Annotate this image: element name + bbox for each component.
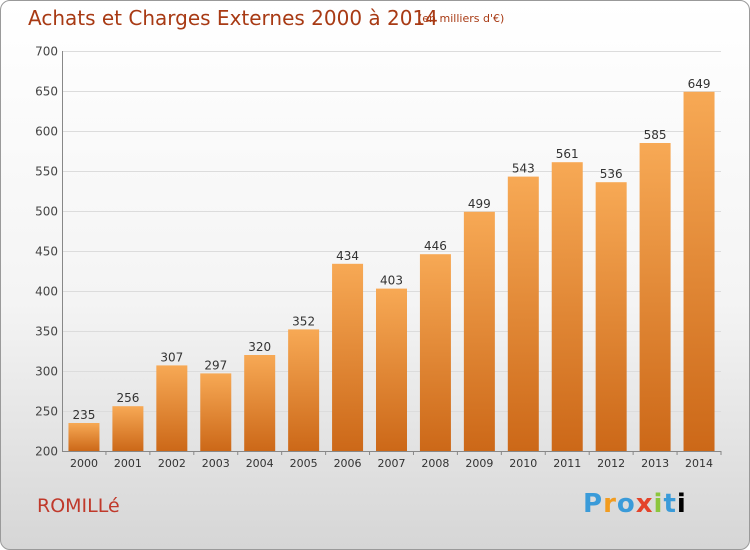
y-tick-label: 200 bbox=[35, 445, 58, 459]
bar-value-label: 352 bbox=[292, 314, 315, 328]
bar bbox=[507, 176, 539, 451]
proxiti-logo[interactable]: Proxiti bbox=[583, 489, 687, 519]
x-tick-label: 2014 bbox=[685, 457, 713, 470]
city-name: ROMILLé bbox=[37, 495, 120, 517]
x-tick-label: 2013 bbox=[641, 457, 669, 470]
bar-value-label: 561 bbox=[556, 147, 579, 161]
bar-value-label: 543 bbox=[512, 162, 535, 176]
bar bbox=[244, 355, 276, 451]
x-tick-label: 2002 bbox=[158, 457, 186, 470]
bar-value-label: 320 bbox=[248, 340, 271, 354]
bar bbox=[156, 365, 188, 451]
x-tick-label: 2000 bbox=[70, 457, 98, 470]
bar-value-label: 649 bbox=[688, 77, 711, 91]
x-tick-label: 2012 bbox=[597, 457, 625, 470]
x-tick-label: 2005 bbox=[290, 457, 318, 470]
bar-value-label: 403 bbox=[380, 274, 403, 288]
bar bbox=[419, 254, 451, 451]
y-tick-label: 400 bbox=[35, 285, 58, 299]
chart-unit-label: (en milliers d'€) bbox=[418, 12, 505, 25]
y-tick-label: 700 bbox=[35, 45, 58, 59]
bar bbox=[332, 263, 364, 451]
y-tick-label: 300 bbox=[35, 365, 58, 379]
bar-value-label: 499 bbox=[468, 197, 491, 211]
y-tick-label: 650 bbox=[35, 85, 58, 99]
bar-value-label: 256 bbox=[116, 391, 139, 405]
y-tick-label: 600 bbox=[35, 125, 58, 139]
x-tick-label: 2006 bbox=[334, 457, 362, 470]
bar bbox=[463, 211, 495, 451]
bar bbox=[551, 162, 583, 451]
bar bbox=[288, 329, 320, 451]
x-tick-label: 2003 bbox=[202, 457, 230, 470]
bar bbox=[112, 406, 144, 451]
bar bbox=[595, 182, 627, 451]
y-tick-label: 500 bbox=[35, 205, 58, 219]
bar-value-label: 434 bbox=[336, 249, 359, 263]
bar bbox=[639, 143, 671, 451]
bar-value-label: 536 bbox=[600, 167, 623, 181]
x-tick-label: 2010 bbox=[509, 457, 537, 470]
x-tick-label: 2004 bbox=[246, 457, 274, 470]
y-tick-label: 550 bbox=[35, 165, 58, 179]
bar bbox=[68, 423, 100, 451]
x-tick-label: 2008 bbox=[421, 457, 449, 470]
bar bbox=[683, 91, 715, 452]
x-tick-label: 2007 bbox=[378, 457, 406, 470]
bar bbox=[376, 288, 407, 451]
x-tick-label: 2009 bbox=[465, 457, 493, 470]
chart-title: Achats et Charges Externes 2000 à 2014 bbox=[28, 6, 438, 30]
bar bbox=[200, 373, 232, 451]
bar-value-label: 307 bbox=[160, 350, 183, 364]
bar-value-label: 297 bbox=[204, 358, 227, 372]
y-tick-label: 250 bbox=[35, 405, 58, 419]
x-tick-label: 2011 bbox=[553, 457, 581, 470]
bar-value-label: 446 bbox=[424, 239, 447, 253]
x-tick-label: 2001 bbox=[114, 457, 142, 470]
y-tick-label: 450 bbox=[35, 245, 58, 259]
bar-value-label: 235 bbox=[73, 408, 96, 422]
y-tick-label: 350 bbox=[35, 325, 58, 339]
bar-value-label: 585 bbox=[644, 128, 667, 142]
